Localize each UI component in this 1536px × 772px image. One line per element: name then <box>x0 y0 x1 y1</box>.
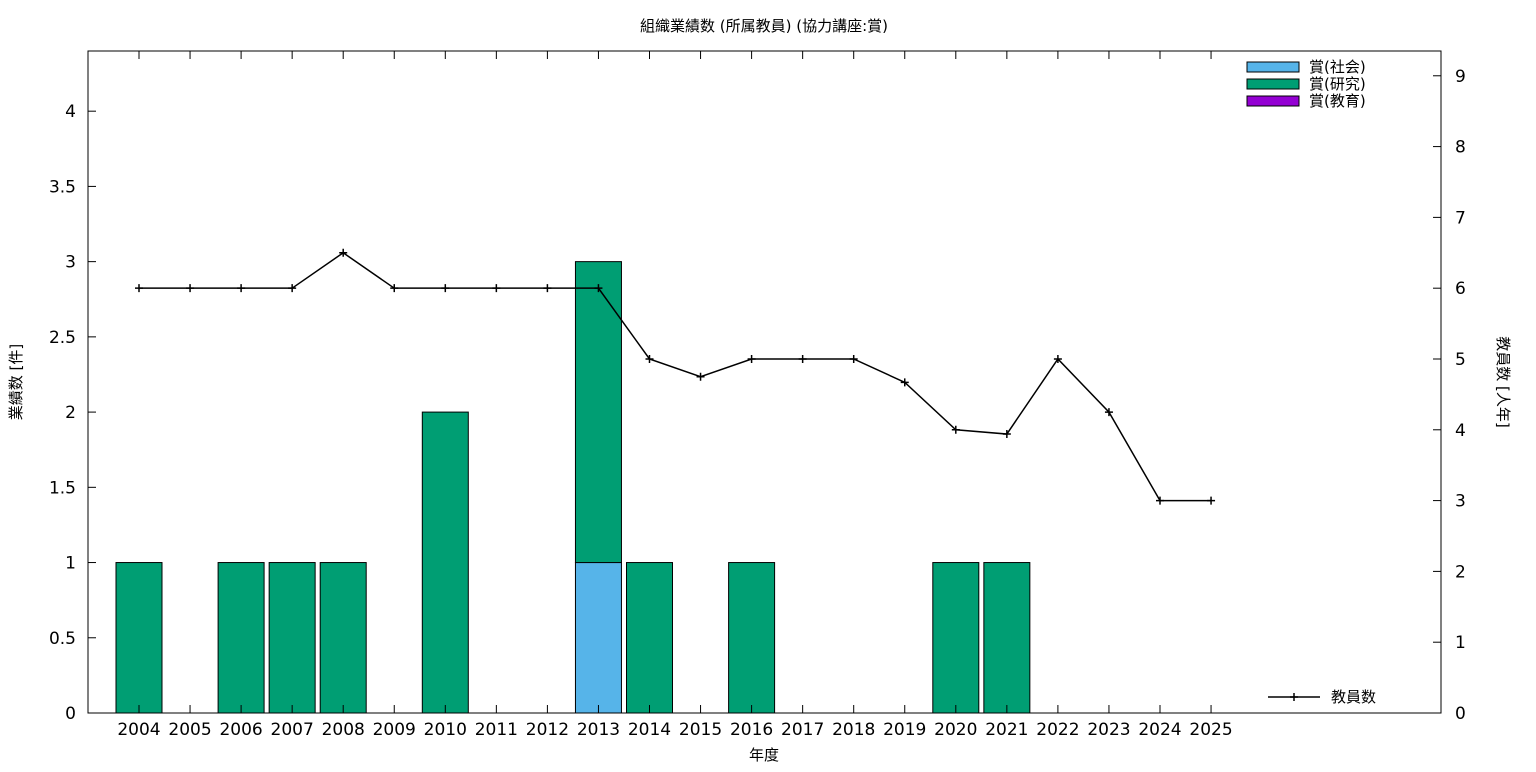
x-tick-label-2021: 2021 <box>985 720 1028 740</box>
line-point-2020 <box>951 425 960 434</box>
line-point-2007 <box>288 284 297 293</box>
x-tick-label-2018: 2018 <box>832 720 875 740</box>
line-point-2016 <box>747 354 756 363</box>
line-teachers <box>139 251 1212 502</box>
bar-series2-2007 <box>268 562 316 714</box>
legend-line-label: 教員数 <box>1331 688 1376 706</box>
x-tick-label-2012: 2012 <box>526 720 569 740</box>
y-tick-label-0.5: 0.5 <box>49 629 76 649</box>
line-point-2025 <box>1207 496 1216 505</box>
y2-tick-label-4: 4 <box>1455 421 1466 441</box>
line-point-2019 <box>900 378 909 387</box>
y-tick-label-1: 1 <box>65 554 76 574</box>
legend-swatch-1 <box>1246 61 1300 73</box>
x-tick-label-2010: 2010 <box>424 720 467 740</box>
x-tick-label-2007: 2007 <box>271 720 314 740</box>
legend-label-3: 賞(教育) <box>1309 92 1366 110</box>
line-point-2018 <box>849 354 858 363</box>
x-tick-label-2009: 2009 <box>373 720 416 740</box>
line-point-2015 <box>696 372 705 381</box>
x-tick-label-2005: 2005 <box>168 720 211 740</box>
x-tick-label-2025: 2025 <box>1189 720 1232 740</box>
legend-swatch-2 <box>1246 78 1300 90</box>
x-tick-label-2019: 2019 <box>883 720 926 740</box>
line-point-2008 <box>339 248 348 257</box>
line-point-2023 <box>1104 408 1113 417</box>
y-tick-label-2: 2 <box>65 403 76 423</box>
line-point-2012 <box>543 284 552 293</box>
line-point-2013 <box>594 284 603 293</box>
x-axis-label: 年度 <box>749 746 779 764</box>
chart-title: 組織業績数 (所属教員) (協力講座:賞) <box>640 17 888 35</box>
bars-layer <box>115 261 1031 714</box>
x-tick-label-2006: 2006 <box>219 720 262 740</box>
line-point-2021 <box>1002 430 1011 439</box>
y-tick-label-0: 0 <box>65 704 76 724</box>
legend-label-2: 賞(研究) <box>1309 75 1366 93</box>
plot-frame <box>87 50 1442 714</box>
y2-tick-label-6: 6 <box>1455 279 1466 299</box>
bar-series2-2016 <box>728 562 776 714</box>
y2-tick-label-5: 5 <box>1455 350 1466 370</box>
line-point-2022 <box>1053 354 1062 363</box>
y-tick-label-2.5: 2.5 <box>49 328 76 348</box>
x-tick-label-2013: 2013 <box>577 720 620 740</box>
x-tick-label-2020: 2020 <box>934 720 977 740</box>
line-point-2011 <box>492 284 501 293</box>
line-point-2010 <box>441 284 450 293</box>
legend-swatch-3 <box>1246 95 1300 107</box>
legend-label-1: 賞(社会) <box>1309 58 1366 76</box>
x-tick-label-2008: 2008 <box>322 720 365 740</box>
y2-tick-label-3: 3 <box>1455 492 1466 512</box>
x-tick-label-2016: 2016 <box>730 720 773 740</box>
y2-tick-label-8: 8 <box>1455 138 1466 158</box>
y-tick-label-1.5: 1.5 <box>49 478 76 498</box>
x-tick-label-2015: 2015 <box>679 720 722 740</box>
bar-series2-2010 <box>421 411 469 714</box>
line-point-2024 <box>1156 496 1164 505</box>
x-tick-label-2004: 2004 <box>117 720 160 740</box>
x-tick-label-2011: 2011 <box>475 720 518 740</box>
y2-tick-label-7: 7 <box>1455 208 1466 228</box>
line-point-2006 <box>237 284 246 293</box>
line-point-2004 <box>135 284 143 293</box>
bar-series2-2008 <box>319 562 367 714</box>
y2-tick-label-9: 9 <box>1455 67 1466 87</box>
bar-series2-2021 <box>983 562 1031 714</box>
y-tick-label-4: 4 <box>65 102 76 122</box>
legend: 賞(社会)賞(研究)賞(教育) 教員数 <box>1246 58 1376 706</box>
y-tick-label-3: 3 <box>65 253 76 273</box>
bar-series2-2006 <box>217 562 265 714</box>
line-layer <box>135 248 1216 505</box>
y2-tick-label-2: 2 <box>1455 562 1466 582</box>
y2-tick-label-1: 1 <box>1455 633 1466 653</box>
x-tick-label-2024: 2024 <box>1138 720 1181 740</box>
x-tick-label-2022: 2022 <box>1036 720 1079 740</box>
x-tick-label-2017: 2017 <box>781 720 824 740</box>
x-tick-label-2014: 2014 <box>628 720 671 740</box>
legend-line-marker <box>1290 693 1298 701</box>
bar-series1-2013 <box>574 562 622 714</box>
bar-series2-2013 <box>574 261 622 564</box>
bar-series2-2014 <box>626 562 673 714</box>
line-point-2005 <box>186 284 195 293</box>
line-point-2014 <box>645 354 654 363</box>
bar-series2-2020 <box>932 562 980 714</box>
axes-layer: 0 0.5 1 1.5 2 2.5 3 3.5 4 0 1 2 3 4 5 6 7 8 9 2004 2005 2006 2… <box>49 50 1466 740</box>
x-tick-label-2023: 2023 <box>1087 720 1130 740</box>
y-tick-label-3.5: 3.5 <box>49 177 76 197</box>
line-point-2017 <box>798 354 807 363</box>
line-point-2009 <box>390 284 399 293</box>
y2-axis-label: 教員数 [人年] <box>1494 336 1512 427</box>
bar-series2-2004 <box>115 562 163 714</box>
y2-tick-label-0: 0 <box>1455 704 1466 724</box>
y-axis-label: 業績数 [件] <box>7 344 25 420</box>
